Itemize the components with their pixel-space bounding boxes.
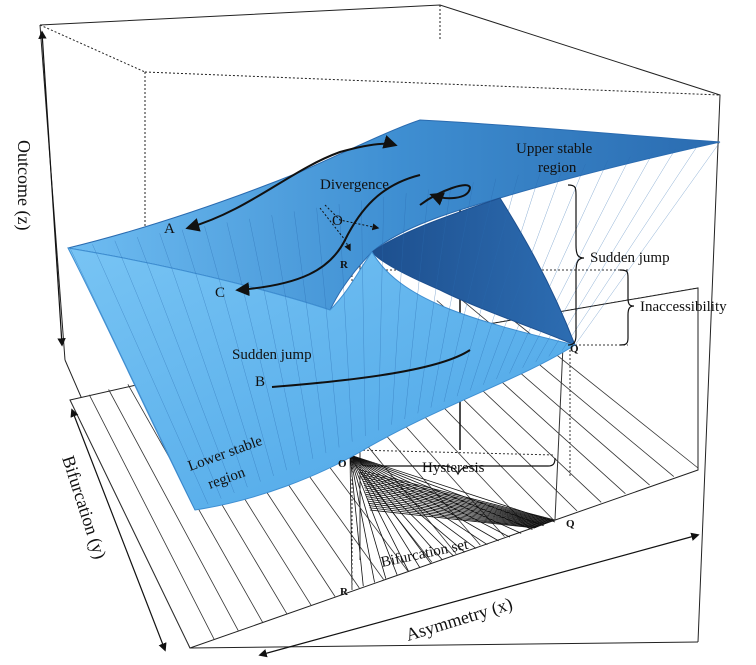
hatch-line — [293, 211, 327, 454]
trajectory-a — [185, 135, 398, 232]
hatch-line — [483, 167, 564, 385]
label-point-b: B — [255, 374, 265, 390]
hatch-line — [417, 185, 452, 414]
hatch-line — [391, 193, 407, 425]
hatch-line — [249, 218, 301, 465]
hatch-line — [349, 454, 499, 542]
hatch-line — [360, 471, 554, 521]
hatch-line — [378, 196, 385, 431]
axis-label-asymmetry: Asymmetry (x) — [403, 593, 515, 645]
hatch-line — [349, 454, 511, 538]
label-inaccessibility: Inaccessibility — [640, 299, 727, 315]
hatch-line — [574, 141, 721, 346]
label-point-o-surface: O — [332, 213, 343, 229]
hatch-line — [362, 478, 551, 523]
axis-arrows — [38, 30, 700, 658]
bifurcation-set-lines — [349, 454, 556, 591]
hatch-line — [509, 160, 609, 374]
label-point-o-floor: O — [338, 458, 347, 470]
axis-label-bifurcation: Bifurcation (y) — [57, 453, 110, 562]
hatch-line — [316, 207, 340, 448]
label-point-c: C — [215, 285, 225, 301]
hatch-line — [404, 189, 429, 420]
axis-label-outcome: Outcome (z) — [13, 140, 34, 230]
hatch-line — [349, 454, 544, 527]
hatch-line — [368, 502, 539, 528]
brace-hysteresis — [359, 457, 556, 476]
hatch-line — [364, 487, 547, 524]
hatch-line — [361, 200, 366, 437]
hatch-line — [456, 174, 519, 397]
label-sudden-jump-left: Sudden jump — [232, 347, 312, 363]
hatch-line — [469, 171, 541, 391]
hatch-line — [364, 489, 546, 525]
label-hysteresis: Hysteresis — [422, 460, 485, 476]
hatch-line — [366, 496, 542, 526]
surface-grid-lines — [69, 141, 721, 511]
hatch-line — [522, 156, 631, 368]
hatch-line — [338, 204, 353, 442]
label-point-r-surface: R — [340, 259, 349, 271]
hatch-line — [535, 152, 654, 363]
hatch-line — [136, 236, 235, 493]
label-sudden-jump-right: Sudden jump — [590, 250, 670, 266]
lower-sheet — [67, 247, 577, 511]
hatch-line — [561, 145, 698, 351]
label-divergence: Divergence — [320, 177, 389, 193]
divergence-arrows — [319, 204, 380, 252]
fold-sheet — [371, 197, 576, 346]
label-upper-stable-1: Upper stable — [516, 141, 593, 157]
label-upper-stable-2: region — [538, 160, 577, 176]
hatch-line — [349, 454, 488, 546]
hatch-line — [92, 244, 209, 505]
hatch-line — [181, 229, 261, 482]
hatch-line — [226, 222, 287, 471]
hatch-line — [114, 240, 222, 499]
hatch-line — [69, 247, 196, 511]
hatch-line — [363, 485, 548, 524]
hatch-line — [367, 500, 540, 527]
hatch-line — [430, 182, 474, 408]
label-point-q-floor: Q — [566, 518, 575, 530]
label-point-q-surface: Q — [570, 343, 579, 355]
hatch-line — [159, 233, 248, 488]
label-point-a: A — [164, 221, 175, 237]
sudden-jump-loop — [419, 184, 472, 206]
hatch-line — [368, 505, 538, 528]
hatch-line — [361, 474, 553, 522]
hatch-line — [496, 163, 586, 380]
hatch-line — [271, 215, 314, 459]
hatch-line — [443, 178, 497, 402]
hatch-line — [349, 454, 533, 530]
brace-inaccessibility — [619, 269, 635, 346]
braces — [359, 184, 635, 476]
label-point-r-floor: R — [340, 586, 349, 598]
hatch-line — [369, 509, 536, 529]
hatch-line — [204, 226, 274, 476]
hatch-line — [366, 494, 543, 526]
hatch-line — [548, 149, 676, 357]
trajectory-b — [271, 349, 471, 388]
hatch-line — [369, 507, 537, 528]
brace-sudden-jump — [567, 184, 585, 346]
